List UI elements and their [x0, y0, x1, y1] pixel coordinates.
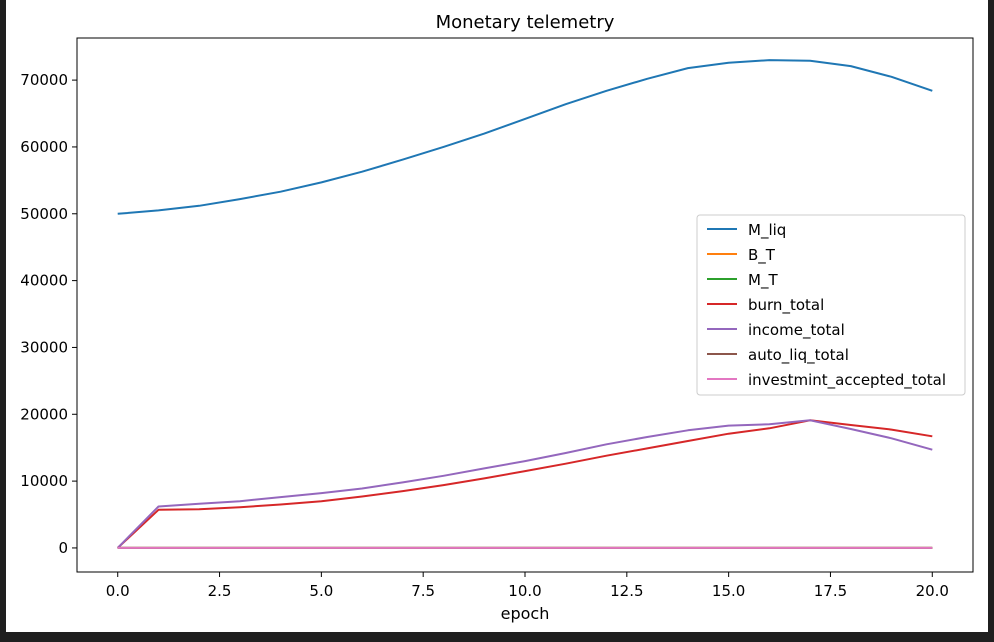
- y-tick-label: 20000: [20, 405, 68, 423]
- series-line-burn-total: [117, 419, 933, 549]
- y-tick-label: 70000: [20, 71, 68, 89]
- y-tick-label: 10000: [20, 472, 68, 490]
- legend-label: burn_total: [748, 296, 824, 315]
- x-tick-label: 2.5: [208, 582, 232, 600]
- x-tick-label: 10.0: [508, 582, 541, 600]
- legend-label: investmint_accepted_total: [748, 371, 946, 390]
- legend-label: M_liq: [748, 221, 786, 240]
- y-axis-ticks: 0 10000 20000 30000 40000 50000 60000 70000: [20, 71, 77, 557]
- legend: M_liq B_T M_T burn_total income_total auto_li…: [696, 214, 966, 396]
- x-axis-label: epoch: [501, 604, 550, 623]
- x-tick-label: 7.5: [411, 582, 435, 600]
- series-line-M-liq: [117, 59, 933, 215]
- x-tick-label: 12.5: [610, 582, 643, 600]
- x-tick-label: 0.0: [106, 582, 130, 600]
- x-axis-ticks: 0.0 2.5 5.0 7.5 10.0 12.5 15.0 17.5 20.0: [106, 572, 949, 600]
- legend-box: [696, 214, 966, 396]
- series-lines: [116, 59, 933, 549]
- chart-title: Monetary telemetry: [436, 12, 615, 33]
- y-tick-label: 30000: [20, 338, 68, 356]
- legend-label: M_T: [748, 271, 778, 290]
- y-tick-label: 0: [58, 539, 68, 557]
- x-tick-label: 20.0: [916, 582, 949, 600]
- y-tick-label: 60000: [20, 138, 68, 156]
- x-tick-label: 15.0: [712, 582, 745, 600]
- y-tick-label: 40000: [20, 272, 68, 290]
- series-line-income-total: [116, 419, 933, 549]
- x-tick-label: 5.0: [309, 582, 333, 600]
- legend-label: auto_liq_total: [748, 346, 849, 365]
- x-tick-label: 17.5: [814, 582, 847, 600]
- y-tick-label: 50000: [20, 205, 68, 223]
- legend-label: B_T: [748, 246, 776, 265]
- legend-label: income_total: [748, 321, 845, 340]
